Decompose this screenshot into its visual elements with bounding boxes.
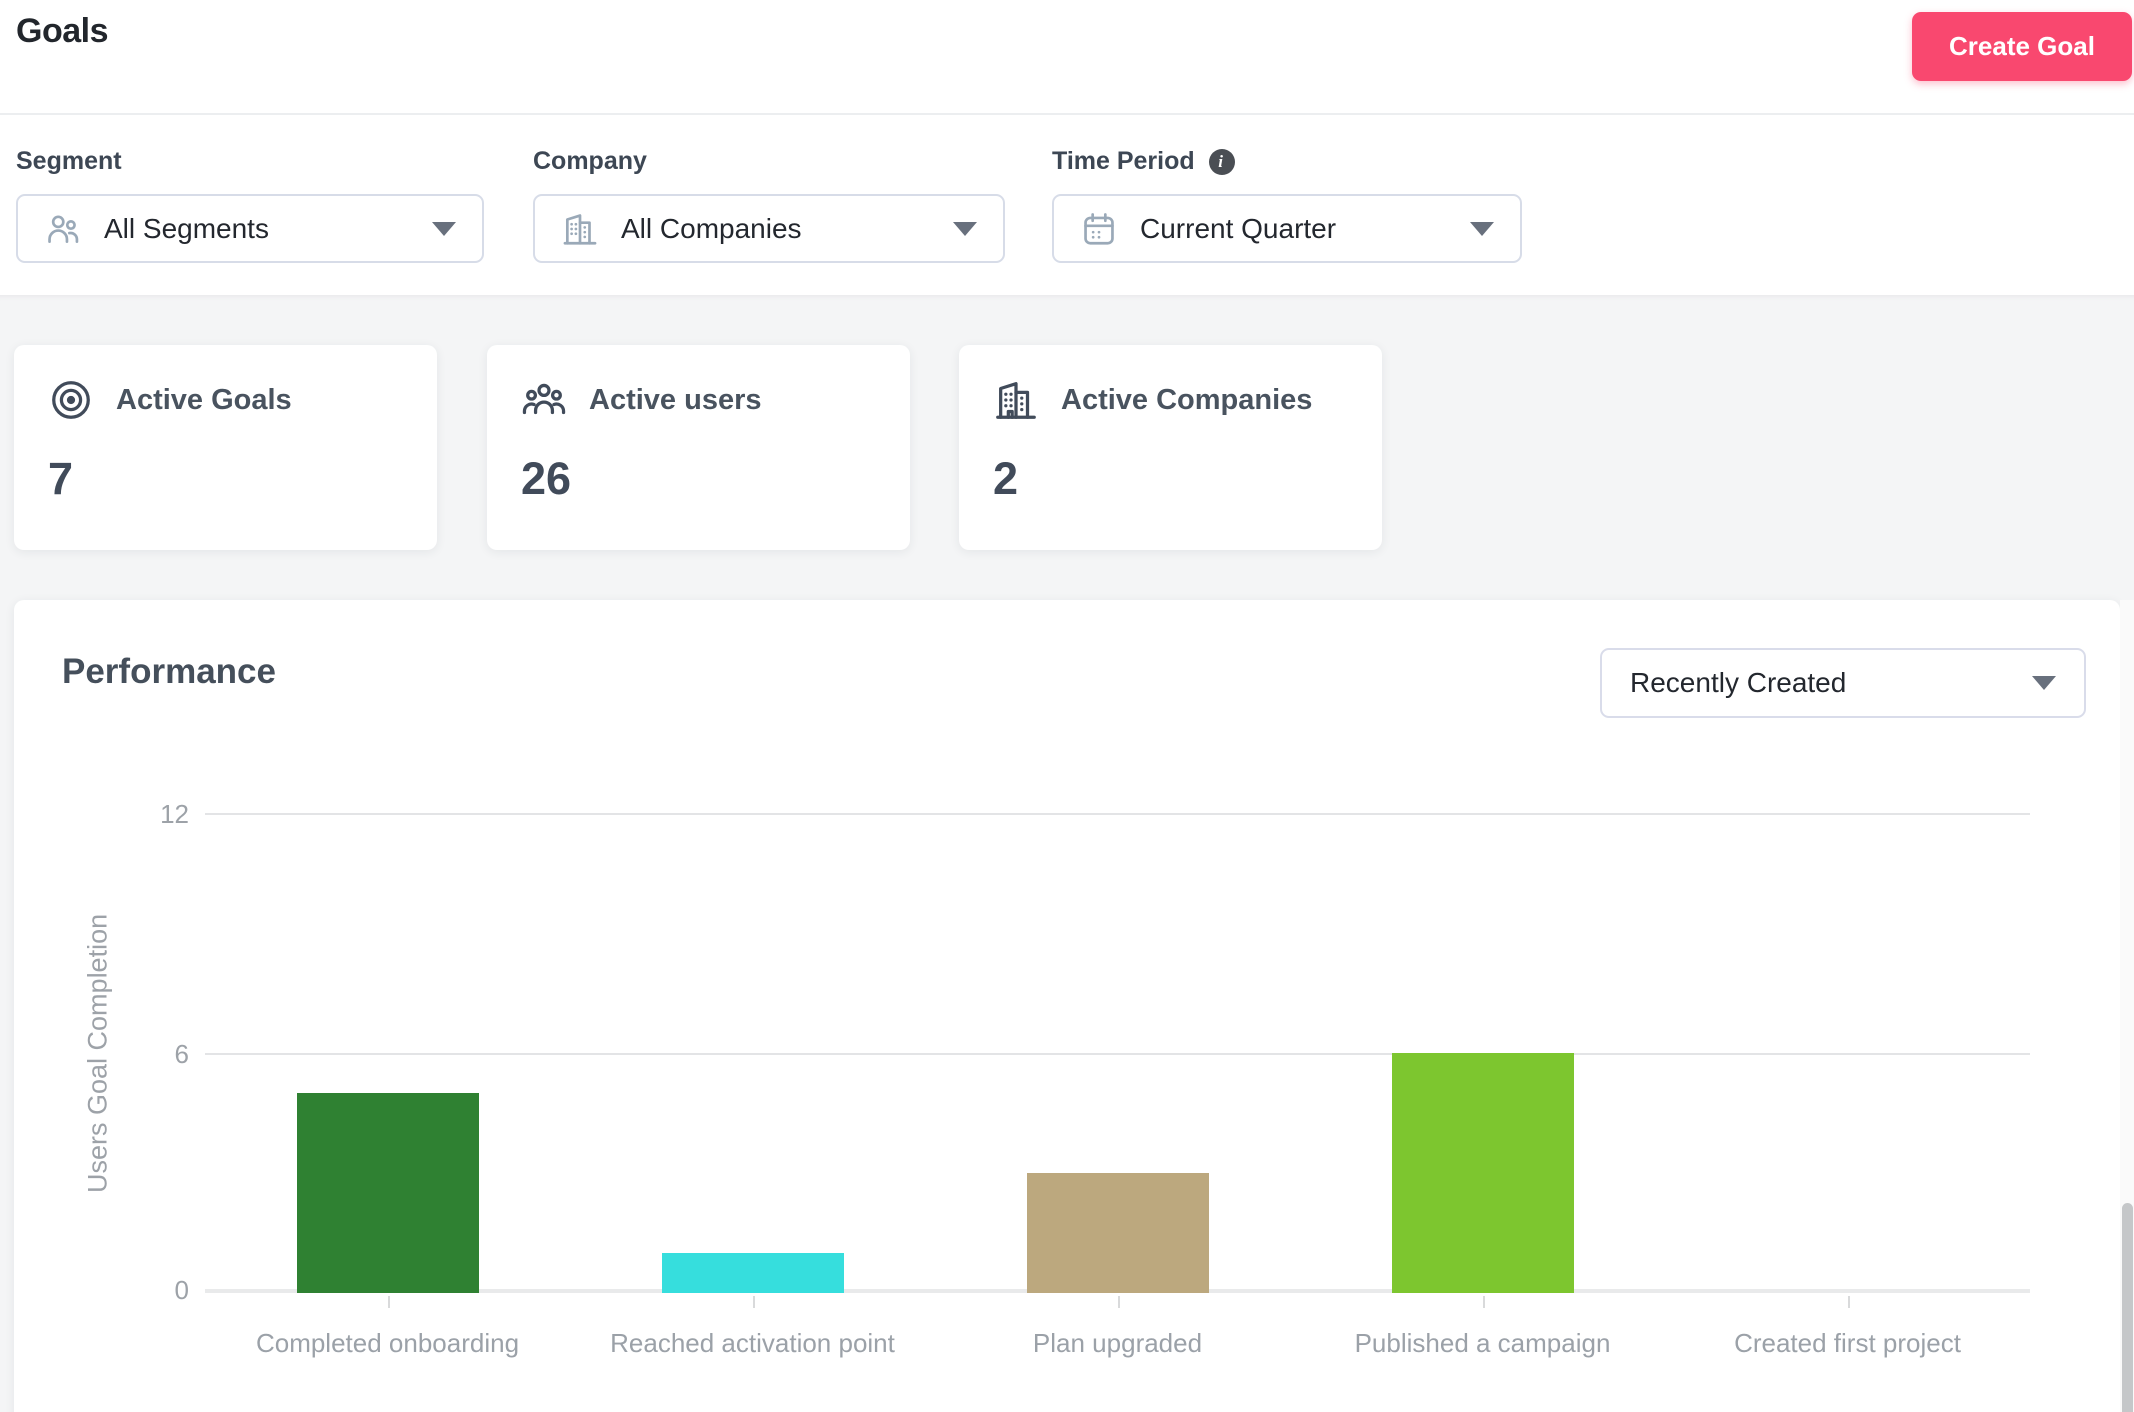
- bar-reached-activation-point[interactable]: [662, 1253, 844, 1293]
- segment-filter-label-text: Segment: [16, 147, 122, 176]
- y-tick-label-0: 0: [127, 1274, 189, 1306]
- active-users-label: Active users: [589, 384, 762, 417]
- x-axis-tick: [388, 1296, 390, 1308]
- y-tick-label-6: 6: [127, 1038, 189, 1070]
- performance-title: Performance: [62, 652, 276, 692]
- chart-x-labels: Completed onboarding Reached activation …: [205, 1328, 2030, 1359]
- bar-published-a-campaign[interactable]: [1392, 1053, 1574, 1293]
- target-icon: [48, 377, 94, 423]
- time-period-filter-label-text: Time Period: [1052, 147, 1195, 176]
- segment-dropdown-value: All Segments: [104, 213, 269, 245]
- x-label-published-a-campaign: Published a campaign: [1300, 1328, 1665, 1359]
- x-axis-tick: [753, 1296, 755, 1308]
- create-goal-button[interactable]: Create Goal: [1912, 12, 2132, 81]
- chart-slot: [1665, 813, 2030, 1293]
- info-icon[interactable]: i: [1209, 149, 1235, 175]
- segment-dropdown[interactable]: All Segments: [16, 194, 484, 263]
- bar-chart-plot: 12 6 0: [205, 813, 2030, 1293]
- calendar-icon: [1080, 210, 1118, 248]
- building-icon: [561, 210, 599, 248]
- segment-filter-group: Segment All Segments: [16, 117, 484, 176]
- time-period-dropdown-value: Current Quarter: [1140, 213, 1336, 245]
- page-title: Goals: [16, 12, 108, 51]
- x-label-created-first-project: Created first project: [1665, 1328, 2030, 1359]
- chevron-down-icon: [1470, 222, 1494, 236]
- x-axis-tick: [1483, 1296, 1485, 1308]
- performance-card: Performance Recently Created Users Goal …: [14, 600, 2120, 1412]
- chevron-down-icon: [2032, 676, 2056, 690]
- filter-bar: Segment All Segments Company: [0, 117, 2134, 295]
- active-goals-card: Active Goals 7: [14, 345, 437, 550]
- time-period-dropdown[interactable]: Current Quarter: [1052, 194, 1522, 263]
- x-label-plan-upgraded: Plan upgraded: [935, 1328, 1300, 1359]
- active-companies-value: 2: [993, 453, 1348, 505]
- company-dropdown-value: All Companies: [621, 213, 802, 245]
- chevron-down-icon: [432, 222, 456, 236]
- y-tick-label-12: 12: [127, 798, 189, 830]
- company-filter-label-text: Company: [533, 147, 647, 176]
- chart-slot: [205, 813, 570, 1293]
- active-users-card: Active users 26: [487, 345, 910, 550]
- segment-filter-label: Segment: [16, 147, 484, 176]
- time-period-filter-group: Time Period i Current Quarter: [1052, 117, 1522, 176]
- chevron-down-icon: [953, 222, 977, 236]
- scrollbar-thumb[interactable]: [2122, 1203, 2133, 1412]
- active-goals-value: 7: [48, 453, 403, 505]
- x-axis-tick: [1118, 1296, 1120, 1308]
- sort-dropdown[interactable]: Recently Created: [1600, 648, 2086, 718]
- active-goals-label: Active Goals: [116, 384, 292, 417]
- sort-dropdown-value: Recently Created: [1630, 667, 1846, 699]
- users-group-icon: [521, 377, 567, 423]
- x-label-completed-onboarding: Completed onboarding: [205, 1328, 570, 1359]
- building-icon: [993, 377, 1039, 423]
- time-period-filter-label: Time Period i: [1052, 147, 1522, 176]
- scrollbar-track[interactable]: [2120, 600, 2134, 1412]
- chart-slot: [935, 813, 1300, 1293]
- x-axis-tick: [1848, 1296, 1850, 1308]
- chart-y-axis-title: Users Goal Completion: [80, 813, 116, 1293]
- bar-plan-upgraded[interactable]: [1027, 1173, 1209, 1293]
- active-companies-label: Active Companies: [1061, 384, 1312, 417]
- active-users-value: 26: [521, 453, 876, 505]
- chart-slot: [570, 813, 935, 1293]
- x-label-reached-activation-point: Reached activation point: [570, 1328, 935, 1359]
- bar-completed-onboarding[interactable]: [297, 1093, 479, 1293]
- page-header: Goals Create Goal: [0, 0, 2134, 115]
- active-companies-card: Active Companies 2: [959, 345, 1382, 550]
- chart-slot: [1300, 813, 1665, 1293]
- page-body: Active Goals 7 Active users 26: [0, 295, 2134, 1412]
- company-filter-group: Company All Companies: [533, 117, 1005, 176]
- company-dropdown[interactable]: All Companies: [533, 194, 1005, 263]
- company-filter-label: Company: [533, 147, 1005, 176]
- users-icon: [44, 210, 82, 248]
